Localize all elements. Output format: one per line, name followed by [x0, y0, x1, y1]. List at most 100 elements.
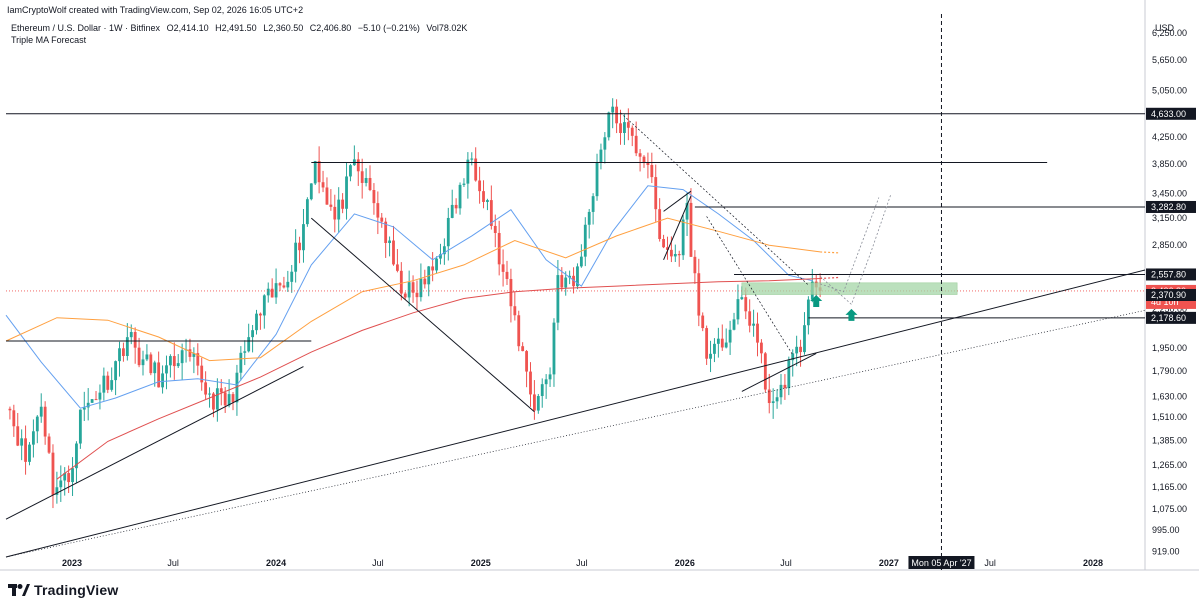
candle — [669, 249, 673, 257]
price-tick-label: 1,790.00 — [1152, 366, 1187, 376]
candle — [705, 328, 709, 359]
moving-average-line — [56, 278, 821, 480]
crosshair-date-badge — [908, 556, 975, 569]
candle — [345, 176, 348, 209]
candle — [392, 240, 395, 265]
candle — [133, 332, 137, 348]
candle — [51, 452, 55, 495]
candle — [783, 384, 787, 389]
candle — [286, 281, 290, 288]
brand[interactable]: TradingView — [8, 582, 118, 598]
candle — [603, 137, 607, 150]
candle — [654, 177, 658, 210]
candle — [607, 112, 611, 138]
candle — [701, 315, 705, 329]
candle — [493, 225, 497, 233]
moving-average-forecast — [820, 251, 840, 254]
price-tick-label: 1,165.00 — [1152, 482, 1187, 492]
candle — [591, 196, 595, 212]
price-label: 2,370.90 — [1151, 290, 1186, 300]
symbol-title[interactable]: Ethereum / U.S. Dollar · 1W · Bitfinex — [11, 23, 161, 33]
price-label: 3,282.80 — [1151, 202, 1186, 212]
price-tick-label: 4,250.00 — [1152, 132, 1187, 142]
price-tick-label: 1,510.00 — [1152, 412, 1187, 422]
ohlc-open: O2,414.10 — [166, 23, 209, 33]
candle — [583, 224, 587, 257]
candle — [106, 375, 110, 390]
price-change: −5.10 (−0.21%) — [357, 23, 420, 33]
candle — [227, 394, 231, 406]
candle — [20, 438, 24, 446]
price-label-badge — [1146, 200, 1196, 213]
candle — [693, 256, 697, 274]
candle — [791, 353, 795, 361]
currency-label[interactable]: USD — [1155, 23, 1175, 33]
price-tick-label: 1,950.00 — [1152, 343, 1187, 353]
candle — [560, 275, 564, 288]
candle — [697, 273, 701, 316]
candle — [364, 177, 368, 183]
candle — [587, 211, 591, 225]
candle — [368, 177, 372, 191]
candle — [356, 159, 360, 172]
candle — [349, 165, 352, 177]
ohlc-low: L2,360.50 — [263, 23, 304, 33]
time-tick-label: Jul — [576, 558, 588, 568]
candle — [165, 365, 168, 374]
bar-countdown: 4d 10h — [1151, 297, 1179, 307]
candle — [75, 443, 78, 469]
candle — [47, 436, 51, 453]
candle — [513, 306, 517, 316]
candle — [619, 123, 622, 133]
candle — [313, 161, 317, 184]
candle — [141, 359, 145, 366]
candle — [638, 153, 642, 157]
candle — [321, 182, 325, 188]
price-tick-label: 5,050.00 — [1152, 85, 1187, 95]
candle — [255, 313, 258, 331]
time-tick-label: Jul — [372, 558, 384, 568]
moving-average-line — [5, 185, 813, 409]
candle — [552, 322, 556, 375]
candle — [419, 278, 423, 298]
candle — [223, 392, 227, 406]
candle — [24, 438, 27, 462]
price-tick-label: 919.00 — [1152, 546, 1180, 556]
price-tick-label: 5,650.00 — [1152, 55, 1187, 65]
candle — [474, 158, 478, 181]
trendline — [310, 217, 535, 413]
candle — [728, 329, 732, 343]
candle — [274, 283, 278, 298]
candle — [161, 373, 164, 388]
candle — [568, 275, 572, 278]
candle — [748, 311, 752, 326]
brand-name: TradingView — [34, 582, 119, 598]
indicator-title[interactable]: Triple MA Forecast — [11, 35, 87, 45]
candle — [12, 410, 16, 427]
candle — [239, 352, 243, 373]
candle — [294, 242, 298, 272]
time-tick-label: 2025 — [471, 558, 491, 568]
trendline — [5, 269, 1146, 558]
symbol-legend: Ethereum / U.S. Dollar · 1W · Bitfinex O… — [11, 23, 471, 46]
candle — [630, 127, 634, 136]
candle — [35, 416, 39, 432]
candle — [172, 356, 176, 367]
trendline — [741, 353, 817, 392]
candle — [415, 292, 419, 298]
candle — [478, 180, 482, 192]
candle — [192, 353, 196, 357]
candle — [454, 204, 458, 209]
chart-attribution: IamCryptoWolf created with TradingView.c… — [7, 5, 304, 15]
candle — [266, 288, 270, 296]
candle — [278, 283, 282, 286]
candle — [114, 361, 118, 381]
candle — [521, 346, 525, 352]
candle — [724, 342, 728, 348]
candle — [752, 323, 756, 326]
candle — [215, 388, 219, 410]
candle — [325, 187, 329, 205]
price-tick-label: 1,075.00 — [1152, 504, 1187, 514]
candle — [466, 159, 470, 184]
